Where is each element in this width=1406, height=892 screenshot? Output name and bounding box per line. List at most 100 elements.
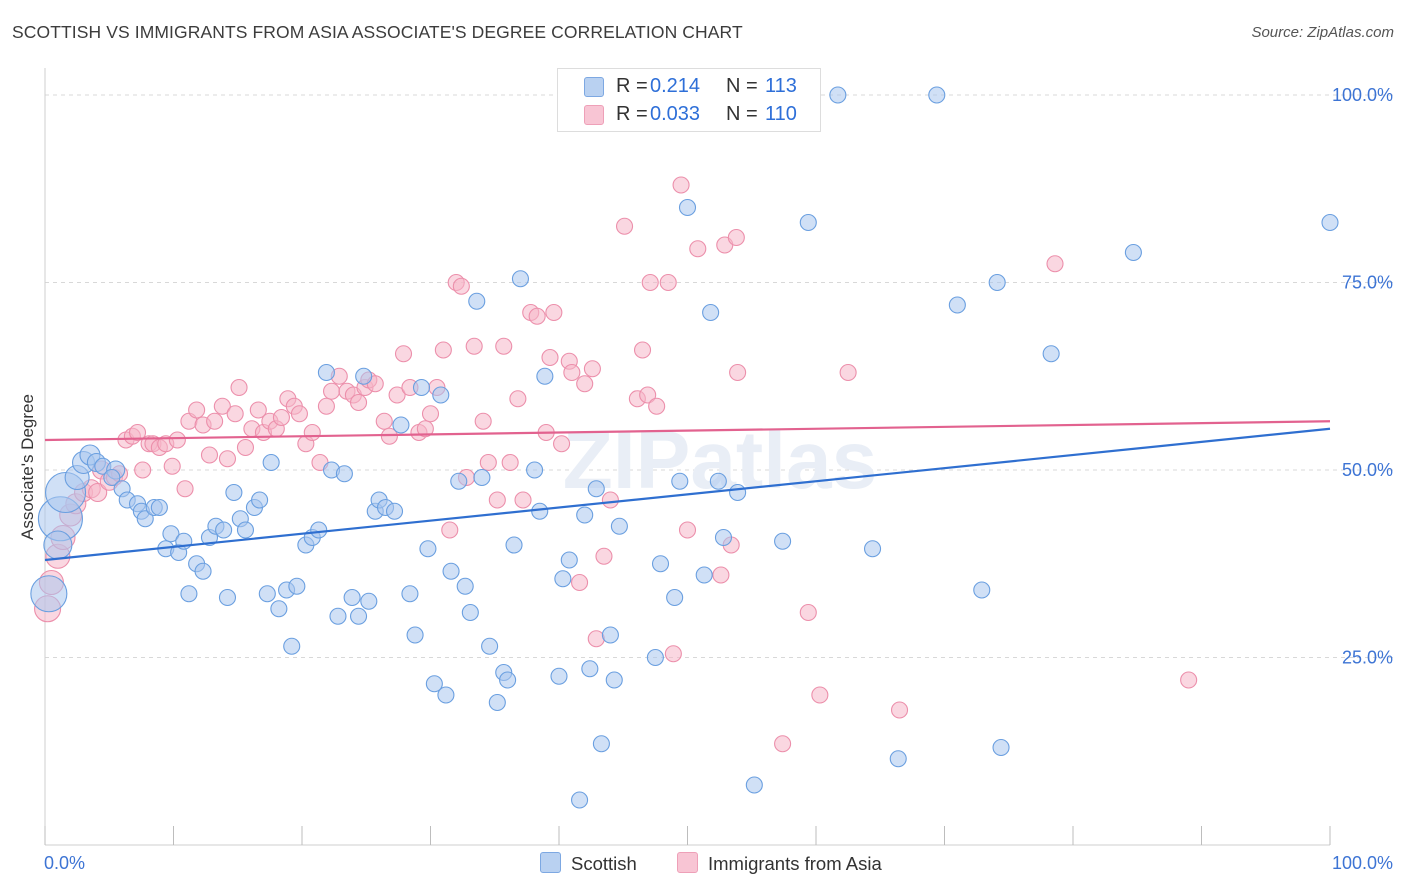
- data-point: [536, 367, 554, 385]
- scottish-legend-label: Scottish: [571, 853, 637, 874]
- data-point: [421, 405, 440, 423]
- data-point: [215, 521, 233, 539]
- data-point: [553, 435, 571, 453]
- data-point: [774, 532, 792, 550]
- stats-legend: R = 0.214 N = 113 R = 0.033 N = 110: [557, 68, 821, 132]
- data-point: [571, 573, 589, 592]
- data-point: [499, 671, 517, 689]
- data-point: [550, 667, 568, 685]
- data-point: [437, 686, 455, 704]
- data-point: [194, 562, 212, 580]
- data-point: [1046, 255, 1064, 273]
- data-point: [702, 303, 720, 322]
- data-point: [468, 292, 486, 310]
- n-label: N =: [726, 75, 758, 97]
- data-point: [541, 348, 559, 367]
- data-point: [425, 675, 443, 693]
- data-point: [509, 390, 527, 408]
- data-point: [671, 472, 689, 490]
- data-point: [380, 427, 398, 445]
- y-tick-label: 25.0%: [1342, 648, 1393, 668]
- data-point: [727, 228, 745, 247]
- data-point: [587, 630, 605, 648]
- data-point: [571, 791, 589, 809]
- data-point: [474, 412, 492, 430]
- data-point: [714, 528, 733, 547]
- data-point: [1124, 243, 1142, 262]
- data-point: [545, 303, 563, 322]
- data-point: [811, 686, 829, 704]
- bottom-legend-asia: Immigrants from Asia: [677, 852, 882, 875]
- data-point: [488, 693, 506, 712]
- data-point: [563, 363, 581, 382]
- data-point: [323, 382, 341, 400]
- data-point: [136, 510, 154, 528]
- data-point: [288, 577, 306, 595]
- data-point: [452, 277, 470, 295]
- chart-title: SCOTTISH VS IMMIGRANTS FROM ASIA ASSOCIA…: [12, 22, 743, 42]
- x-tick-label: 0.0%: [44, 853, 85, 873]
- data-point: [745, 776, 763, 794]
- data-point: [514, 491, 532, 509]
- data-point: [388, 386, 406, 404]
- r-label: R =: [616, 75, 648, 97]
- data-point: [392, 416, 410, 434]
- source-label: Source: ZipAtlas.com: [1251, 24, 1394, 41]
- data-point: [450, 472, 468, 490]
- data-point: [401, 585, 419, 603]
- data-point: [176, 480, 194, 498]
- data-point: [928, 86, 946, 104]
- data-point: [249, 401, 267, 419]
- asia-legend-label: Immigrants from Asia: [708, 853, 882, 874]
- data-point: [343, 588, 361, 607]
- data-point: [360, 592, 378, 610]
- data-point: [416, 420, 434, 438]
- data-point: [799, 213, 817, 232]
- data-point: [528, 307, 546, 325]
- n-value: 113: [765, 75, 797, 97]
- data-point: [213, 397, 231, 415]
- y-axis-label: Associate's Degree: [18, 394, 37, 540]
- data-point: [163, 457, 181, 475]
- data-point: [576, 506, 594, 524]
- data-point: [863, 540, 882, 558]
- data-point: [200, 446, 219, 464]
- data-point: [554, 570, 572, 588]
- data-point: [678, 198, 697, 217]
- data-point: [1042, 345, 1060, 363]
- data-point: [406, 626, 424, 644]
- data-point: [335, 465, 353, 483]
- data-point: [412, 378, 431, 397]
- data-point: [272, 408, 290, 427]
- data-point: [495, 337, 513, 355]
- data-point: [488, 491, 506, 509]
- data-point: [30, 575, 68, 613]
- data-point: [531, 502, 549, 520]
- data-point: [180, 585, 198, 603]
- axes: [44, 68, 1331, 846]
- data-point: [526, 461, 544, 479]
- data-point: [290, 405, 308, 423]
- data-point: [310, 521, 328, 539]
- scottish-trend-line: [44, 427, 1331, 562]
- asia-swatch: [677, 852, 698, 873]
- data-point: [639, 386, 657, 404]
- trend-lines: [44, 420, 1331, 562]
- data-point: [206, 412, 224, 430]
- data-point: [479, 453, 497, 472]
- data-point: [230, 378, 248, 397]
- data-point: [150, 498, 168, 517]
- asia-swatch: [584, 105, 604, 125]
- data-point: [712, 566, 730, 584]
- data-point: [442, 562, 460, 580]
- data-point: [103, 468, 121, 487]
- data-point: [605, 671, 623, 689]
- asia-trend-line: [44, 420, 1331, 442]
- data-point: [581, 660, 599, 678]
- data-point: [592, 735, 610, 753]
- data-point: [633, 341, 652, 359]
- data-point: [695, 566, 713, 584]
- data-point: [610, 517, 628, 535]
- data-point: [270, 600, 288, 618]
- data-point: [889, 750, 907, 768]
